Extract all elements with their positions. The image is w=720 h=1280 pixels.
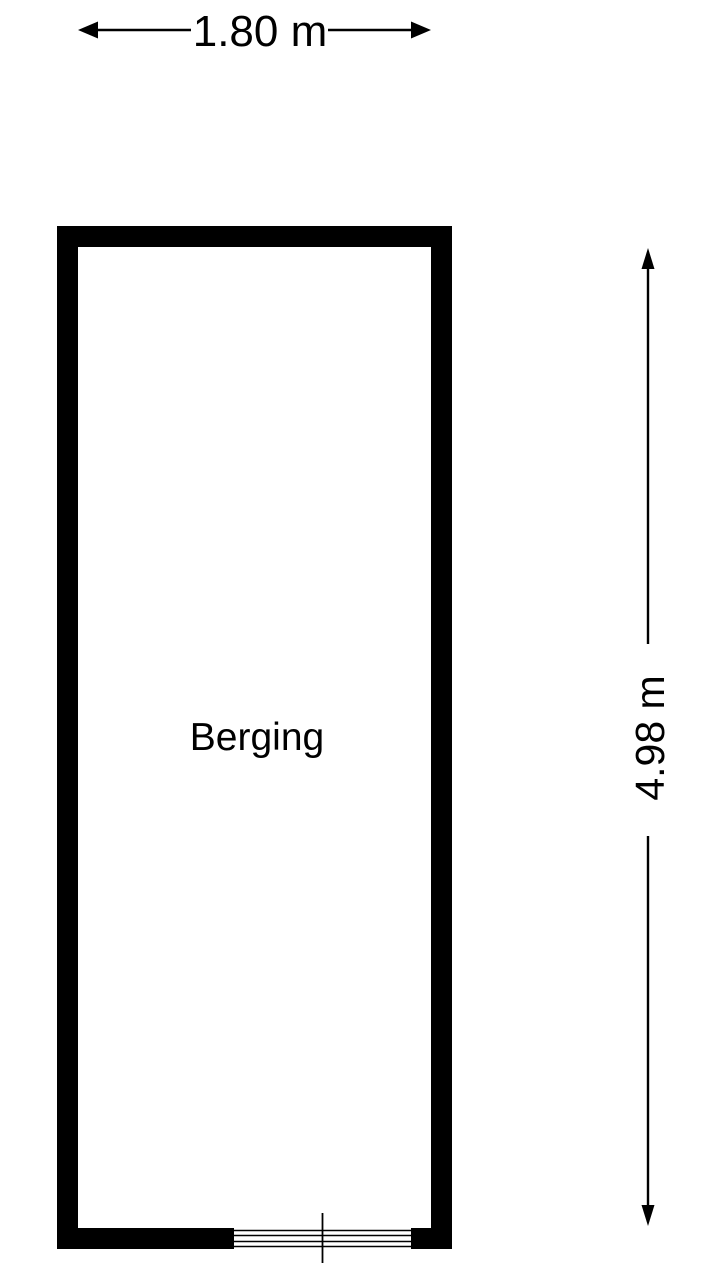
- svg-text:4.98 m: 4.98 m: [627, 675, 673, 800]
- svg-text:1.80 m: 1.80 m: [193, 7, 328, 56]
- svg-text:Berging: Berging: [190, 716, 324, 759]
